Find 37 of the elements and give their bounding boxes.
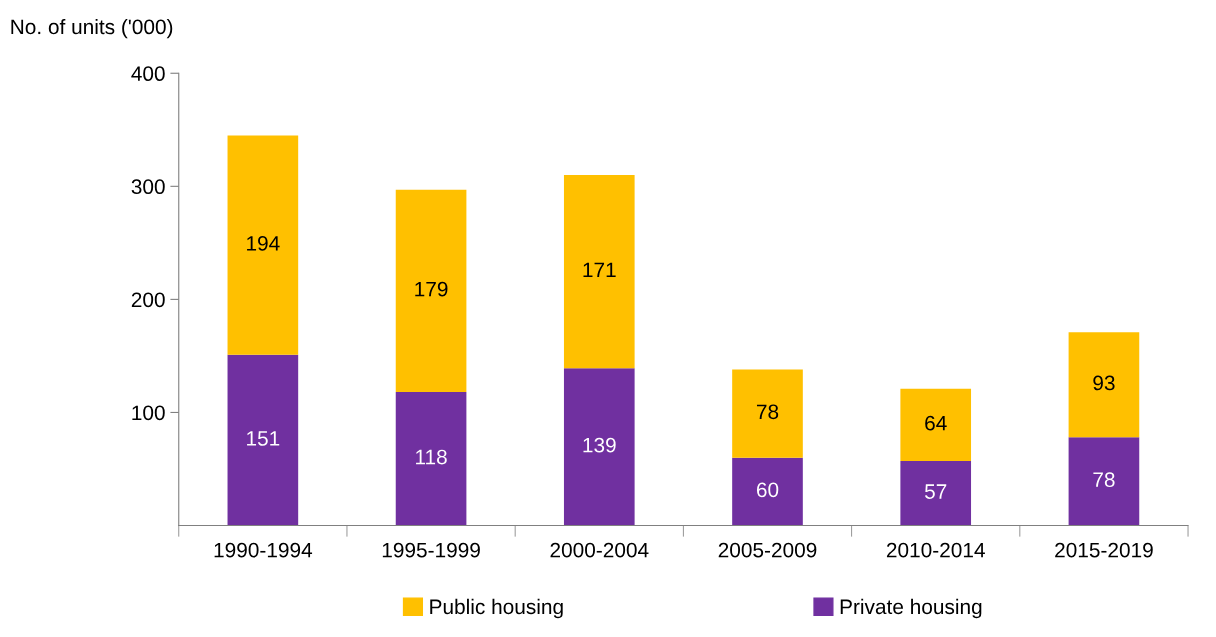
bar	[563, 175, 635, 369]
data-label: 57	[924, 484, 947, 499]
data-label: 171	[583, 262, 616, 278]
data-label: 194	[247, 235, 280, 251]
data-label: 60	[756, 482, 779, 498]
x-tick-label: 2005-2009	[718, 542, 817, 558]
bar	[900, 388, 972, 462]
data-label: 118	[416, 449, 447, 465]
bar	[900, 461, 972, 526]
legend-label: Private housing	[840, 598, 982, 619]
y-tick-label: 100	[132, 405, 165, 421]
bar	[1068, 437, 1140, 526]
bar	[395, 189, 467, 393]
y-axis-title: No. of units ('000)	[11, 18, 173, 39]
x-tick-label: 2015-2019	[1055, 542, 1153, 558]
data-label: 78	[1093, 472, 1115, 488]
bar	[227, 354, 299, 526]
bar	[395, 392, 467, 526]
y-tick-label: 400	[131, 66, 165, 82]
x-tick-label: 2010-2014	[886, 542, 985, 558]
data-label: 139	[583, 437, 616, 453]
bar	[227, 135, 299, 355]
data-label: 93	[1093, 375, 1115, 391]
y-tick-label: 200	[131, 292, 165, 308]
y-tick-label: 300	[131, 179, 165, 195]
data-label: 151	[247, 431, 280, 446]
bar	[732, 457, 803, 526]
data-label: 78	[756, 404, 779, 420]
bar	[732, 369, 803, 458]
bar	[1068, 332, 1140, 438]
legend-label: Public housing	[430, 598, 563, 619]
data-label: 64	[925, 415, 947, 431]
bar	[563, 368, 635, 526]
x-tick-label: 2000-2004	[550, 542, 649, 558]
x-tick-label: 1990-1994	[214, 542, 313, 558]
data-label: 179	[415, 281, 448, 297]
x-tick-label: 1995-1999	[382, 542, 480, 558]
